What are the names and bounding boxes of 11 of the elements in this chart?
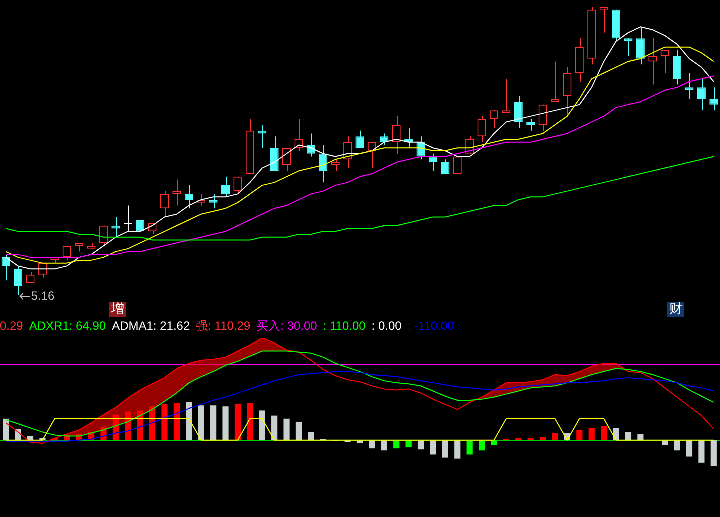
text: : -110.00 [408,319,454,333]
text: ADXR1: 64.90 [29,319,106,333]
text: 买入: 30.00 [256,319,318,333]
text: 0.29 [0,319,24,333]
text: 财 [668,302,684,317]
annotation: 5.16 [31,288,55,303]
text: ADMA1: 21.62 [112,319,190,333]
text: 增 [110,302,126,317]
text: : 0.00 [372,319,402,333]
text: : 110.00 [323,319,366,333]
text: 强: 110.29 [196,319,251,333]
